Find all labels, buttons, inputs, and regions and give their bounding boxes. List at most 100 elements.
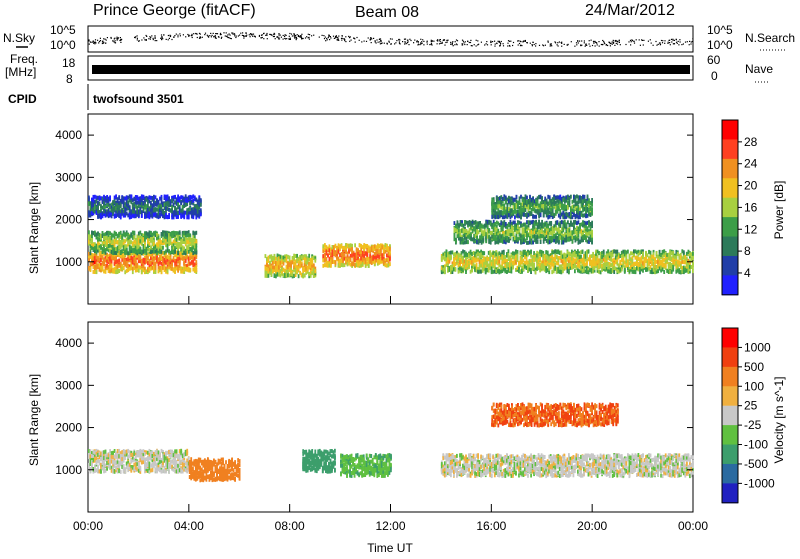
nsky-point — [595, 42, 596, 43]
data-cell — [129, 240, 131, 244]
nsky-point — [557, 42, 558, 43]
data-cell — [195, 251, 197, 255]
nsky-point — [503, 45, 504, 46]
nsky-point — [189, 35, 190, 36]
nsky-point — [139, 40, 140, 41]
nsky-point — [370, 38, 371, 39]
nsky-point — [496, 43, 497, 44]
data-cell — [165, 197, 167, 201]
data-cell — [141, 250, 143, 254]
data-cell — [165, 249, 167, 253]
nsky-point — [551, 45, 552, 46]
data-cell — [200, 212, 202, 216]
nsky-point — [559, 41, 560, 42]
nsky-point — [213, 36, 214, 37]
nsky-point — [170, 36, 171, 37]
nsky-point — [598, 41, 599, 42]
data-cell — [105, 243, 107, 247]
nsky-point — [371, 42, 372, 43]
data-cell — [565, 253, 567, 257]
nsky-point — [522, 41, 523, 42]
nsky-point — [93, 43, 94, 44]
nsky-point — [376, 39, 377, 40]
nsky-point — [261, 35, 262, 36]
nsky-point — [375, 40, 376, 41]
nsky-point — [486, 43, 487, 44]
nsky-point — [561, 42, 562, 43]
data-cell — [483, 251, 485, 255]
data-cell — [88, 230, 90, 234]
nsky-point — [467, 44, 468, 45]
data-cell — [314, 259, 316, 263]
nsky-point — [634, 41, 635, 42]
nsky-point — [591, 40, 592, 41]
nsky-point — [410, 40, 411, 41]
data-cell — [153, 250, 155, 254]
data-cell — [322, 264, 324, 268]
nsky-point — [350, 36, 351, 37]
nsky-point — [519, 43, 520, 44]
data-cell — [517, 250, 519, 254]
nsky-point — [250, 36, 251, 37]
nsky-point — [215, 35, 216, 36]
nsky-point — [338, 39, 339, 40]
nsky-point — [273, 36, 274, 37]
nsky-point — [584, 40, 585, 41]
data-cell — [511, 270, 513, 274]
data-cell — [275, 269, 277, 273]
nsky-point — [246, 36, 247, 37]
nsky-point — [661, 40, 662, 41]
nsky-point — [137, 35, 138, 36]
nsky-point — [280, 35, 281, 36]
nsky-point — [406, 43, 407, 44]
data-cell — [287, 269, 289, 273]
nsky-point — [289, 33, 290, 34]
nsky-point — [612, 41, 613, 42]
nsky-point — [539, 45, 540, 46]
nsky-point — [278, 33, 279, 34]
nsky-point — [509, 46, 510, 47]
data-cell — [492, 255, 494, 259]
data-cell — [183, 214, 185, 218]
nsky-point — [289, 36, 290, 37]
data-cell — [96, 270, 98, 274]
nsky-point — [180, 35, 181, 36]
nsky-point — [153, 38, 154, 39]
data-cell — [456, 255, 458, 259]
data-cell — [326, 257, 328, 261]
nsky-point — [338, 36, 339, 37]
data-cell — [195, 260, 197, 264]
data-cell — [177, 243, 179, 247]
nsky-point — [322, 35, 323, 36]
power-feature-3 — [265, 254, 317, 279]
data-cell — [129, 245, 131, 249]
nsky-point — [301, 34, 302, 35]
data-cell — [111, 264, 113, 268]
nsky-point — [450, 44, 451, 45]
data-cell — [153, 242, 155, 246]
nsky-point — [379, 41, 380, 42]
nsky-point — [277, 36, 278, 37]
nsky-point — [324, 38, 325, 39]
nsky-point — [191, 34, 192, 35]
data-cell — [117, 248, 119, 252]
nsky-point — [620, 44, 621, 45]
nsky-point — [116, 37, 117, 38]
nsky-point — [648, 41, 649, 42]
nsky-point — [454, 44, 455, 45]
nsky-point — [487, 44, 488, 45]
nsky-point — [215, 37, 216, 38]
data-cell — [322, 244, 324, 248]
nsky-point — [470, 42, 471, 43]
nsky-point — [595, 45, 596, 46]
data-cell — [153, 208, 155, 212]
nsky-point — [392, 39, 393, 40]
nsky-point — [616, 43, 617, 44]
data-cell — [359, 243, 361, 247]
data-cell — [117, 240, 119, 244]
nsky-point — [155, 37, 156, 38]
nsky-point — [148, 38, 149, 39]
data-cell — [165, 267, 167, 271]
nsky-point — [444, 45, 445, 46]
